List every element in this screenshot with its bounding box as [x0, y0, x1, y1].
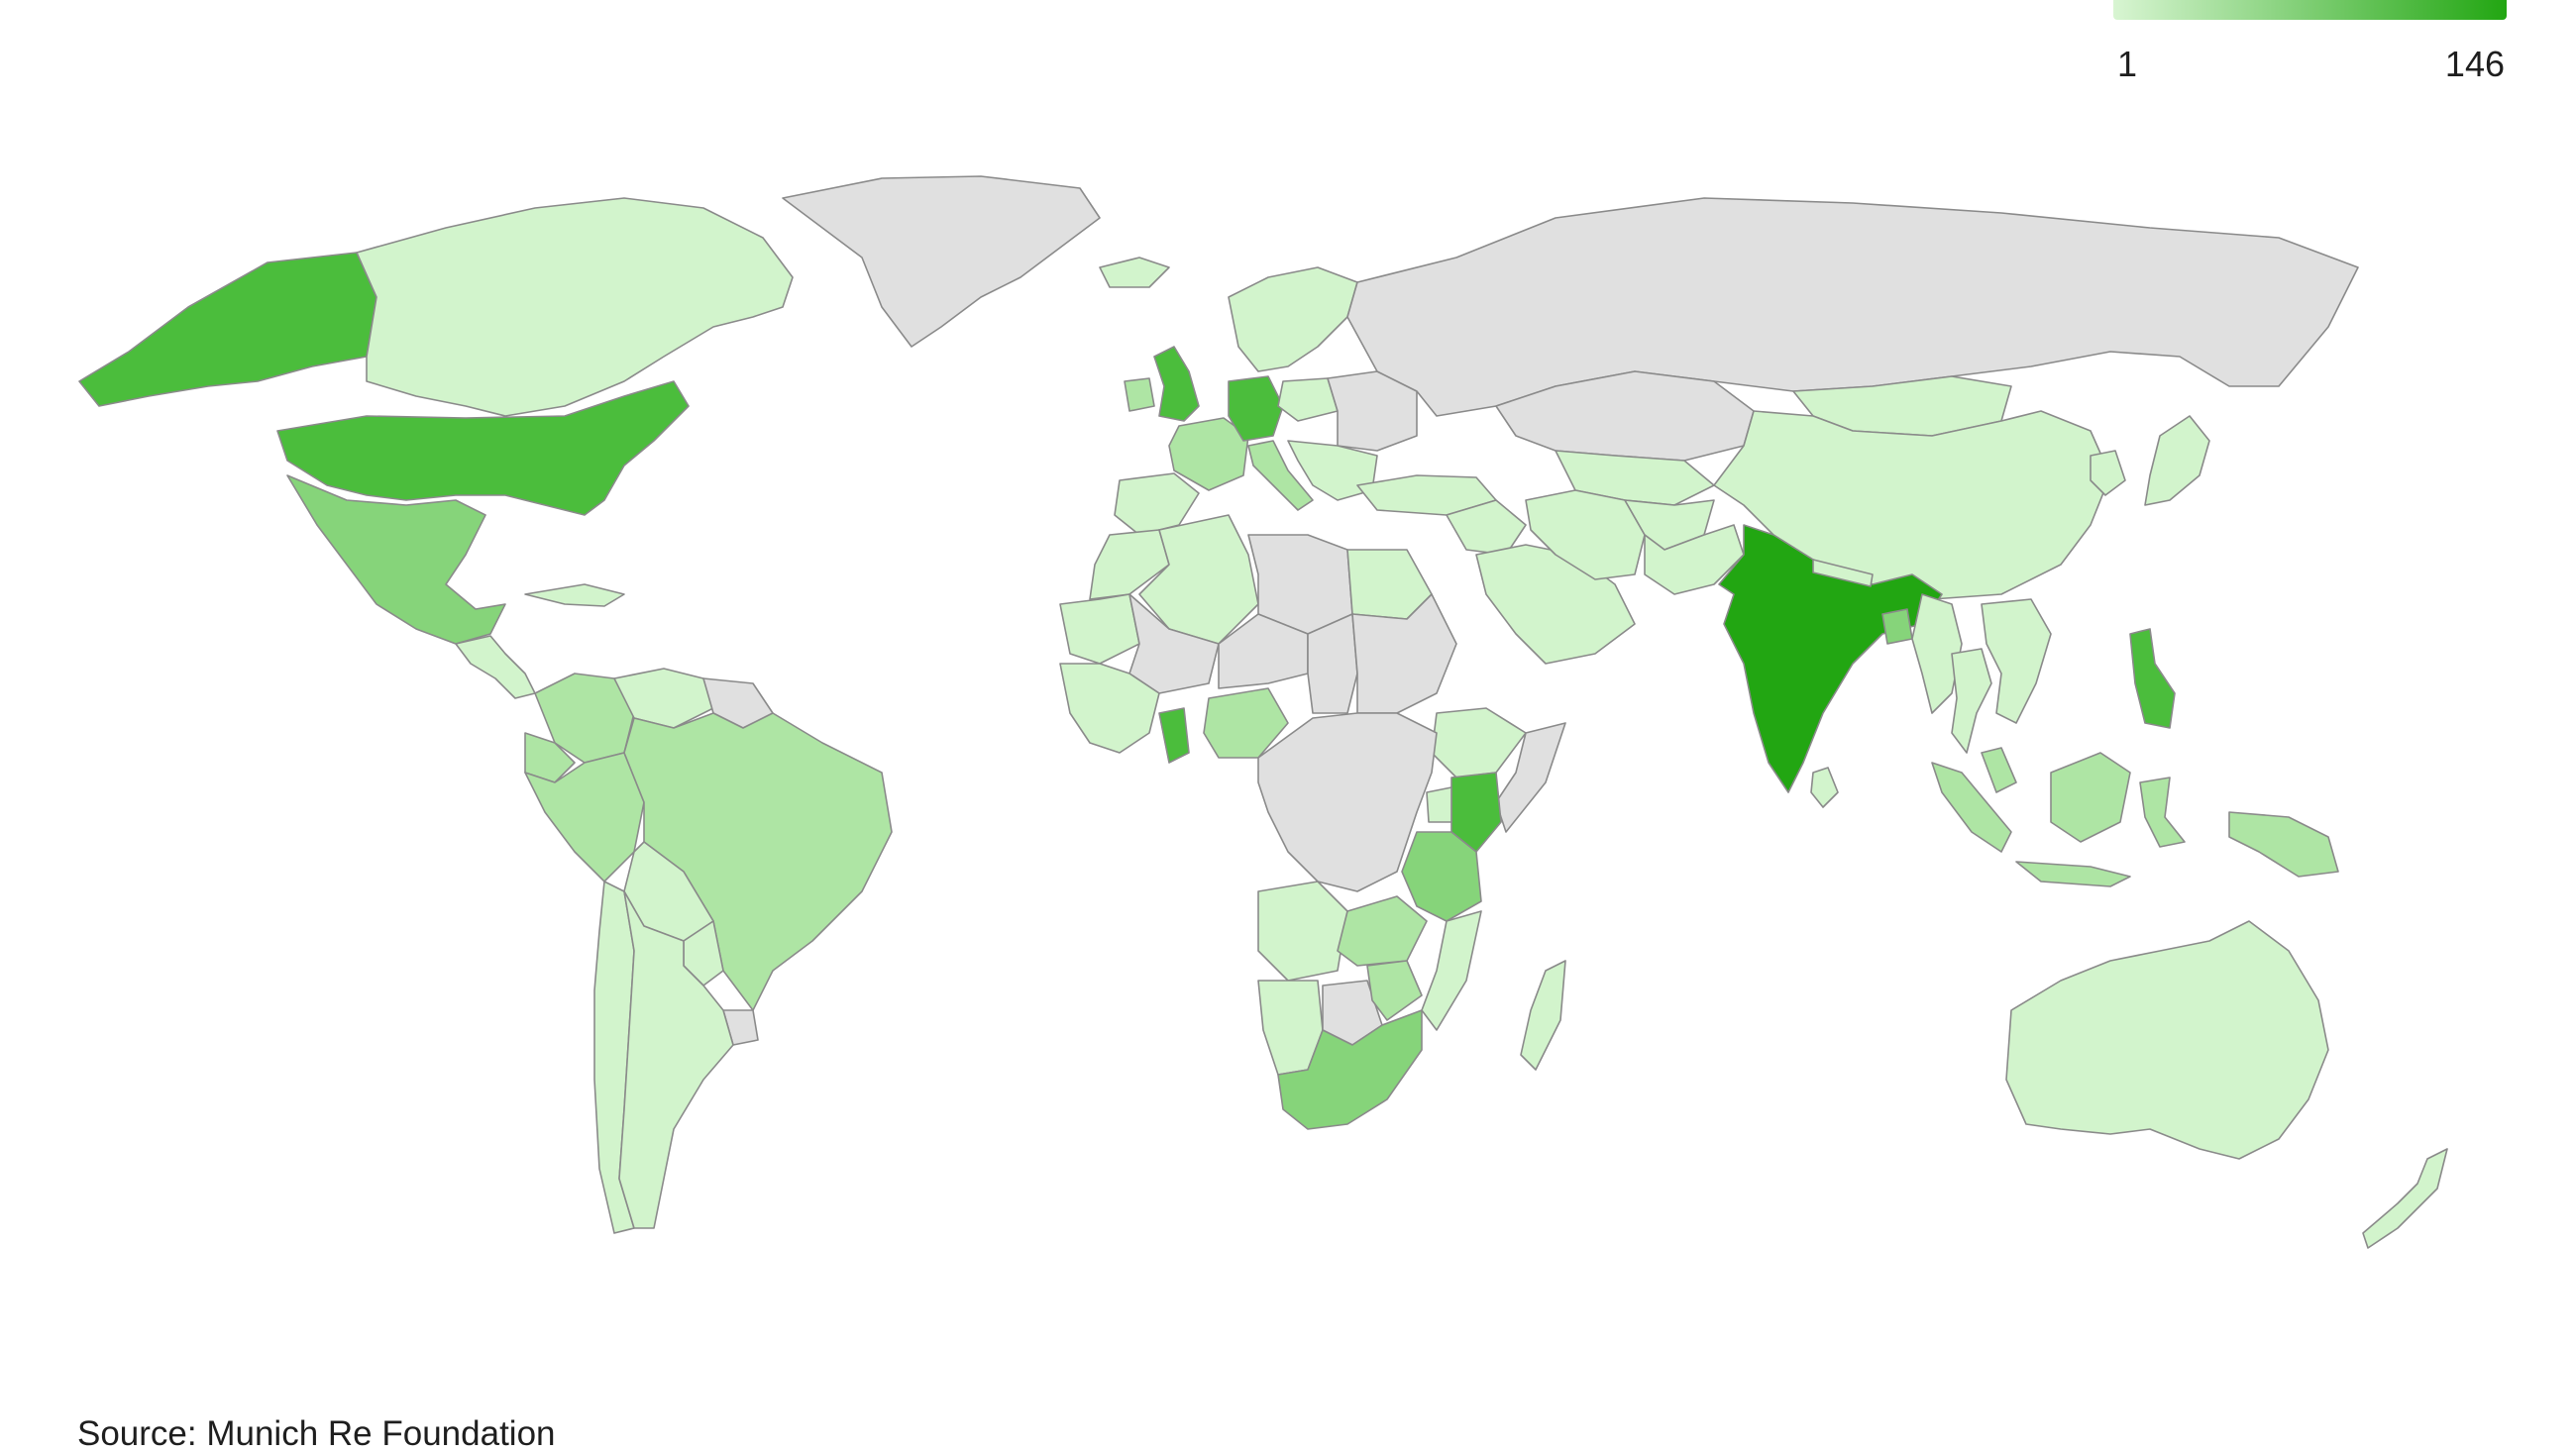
region-iran[interactable]	[1525, 489, 1646, 580]
world-map	[69, 158, 2487, 1347]
region-scandinavia[interactable]	[1228, 266, 1358, 372]
region-nepal[interactable]	[1812, 559, 1874, 587]
legend-min-label: 1	[2117, 44, 2138, 84]
region-mauritania[interactable]	[1059, 593, 1140, 665]
region-india[interactable]	[1718, 524, 1943, 793]
region-java[interactable]	[2015, 861, 2131, 887]
region-indochina[interactable]	[1981, 598, 2052, 724]
region-bangladesh[interactable]	[1881, 608, 1913, 645]
region-caribbean[interactable]	[524, 583, 625, 607]
region-uganda[interactable]	[1426, 786, 1452, 823]
region-west-africa[interactable]	[1059, 663, 1160, 754]
region-germany[interactable]	[1228, 375, 1284, 442]
region-united-kingdom[interactable]	[1153, 346, 1200, 422]
region-alaska[interactable]	[78, 252, 377, 407]
region-greenland[interactable]	[782, 175, 1101, 348]
region-madagascar[interactable]	[1520, 960, 1566, 1071]
region-south-africa[interactable]	[1277, 1009, 1423, 1130]
region-united-states[interactable]	[276, 380, 690, 516]
region-ghana[interactable]	[1158, 707, 1190, 764]
region-argentina[interactable]	[618, 890, 734, 1229]
region-iceland[interactable]	[1099, 257, 1170, 288]
region-middle-east[interactable]	[1446, 499, 1527, 556]
region-ireland[interactable]	[1124, 377, 1155, 412]
region-china[interactable]	[1713, 410, 2111, 600]
region-balkans[interactable]	[1287, 440, 1378, 501]
region-somalia[interactable]	[1495, 722, 1566, 833]
region-tanzania[interactable]	[1401, 831, 1482, 922]
region-poland[interactable]	[1277, 377, 1339, 422]
region-canada[interactable]	[356, 197, 794, 417]
region-malaysia[interactable]	[1981, 747, 2017, 793]
region-mali[interactable]	[1128, 593, 1220, 694]
color-scale-gradient	[2113, 0, 2507, 20]
region-mexico[interactable]	[286, 474, 506, 645]
region-thailand[interactable]	[1951, 648, 1992, 754]
region-angola[interactable]	[1257, 881, 1348, 982]
region-sri-lanka[interactable]	[1810, 767, 1839, 808]
legend-max-label: 146	[2444, 44, 2505, 84]
color-scale-legend: 1 146	[2113, 0, 2510, 94]
region-central-africa[interactable]	[1257, 712, 1438, 892]
region-russia[interactable]	[1346, 197, 2359, 417]
region-zambia[interactable]	[1337, 895, 1428, 967]
region-sulawesi[interactable]	[2139, 777, 2186, 848]
region-korea[interactable]	[2090, 450, 2126, 496]
region-philippines[interactable]	[2129, 628, 2176, 729]
region-peru[interactable]	[524, 752, 645, 882]
region-new-guinea[interactable]	[2228, 811, 2339, 878]
region-sudan[interactable]	[1351, 593, 1457, 714]
region-sumatra[interactable]	[1931, 762, 2012, 853]
region-ecuador[interactable]	[524, 732, 576, 783]
region-new-zealand[interactable]	[2362, 1148, 2448, 1249]
region-central-america[interactable]	[455, 635, 536, 699]
region-kenya[interactable]	[1450, 772, 1502, 853]
world-map-svg	[78, 175, 2448, 1249]
region-australia[interactable]	[2005, 920, 2329, 1160]
region-myanmar[interactable]	[1911, 593, 1963, 714]
region-ethiopia[interactable]	[1431, 707, 1527, 778]
source-note: Source: Munich Re Foundation	[77, 1414, 556, 1453]
region-france[interactable]	[1168, 417, 1249, 491]
region-mozambique[interactable]	[1421, 910, 1482, 1031]
region-borneo[interactable]	[2050, 752, 2131, 843]
region-zimbabwe[interactable]	[1366, 960, 1423, 1021]
region-italy[interactable]	[1247, 440, 1314, 511]
region-japan[interactable]	[2144, 415, 2210, 506]
